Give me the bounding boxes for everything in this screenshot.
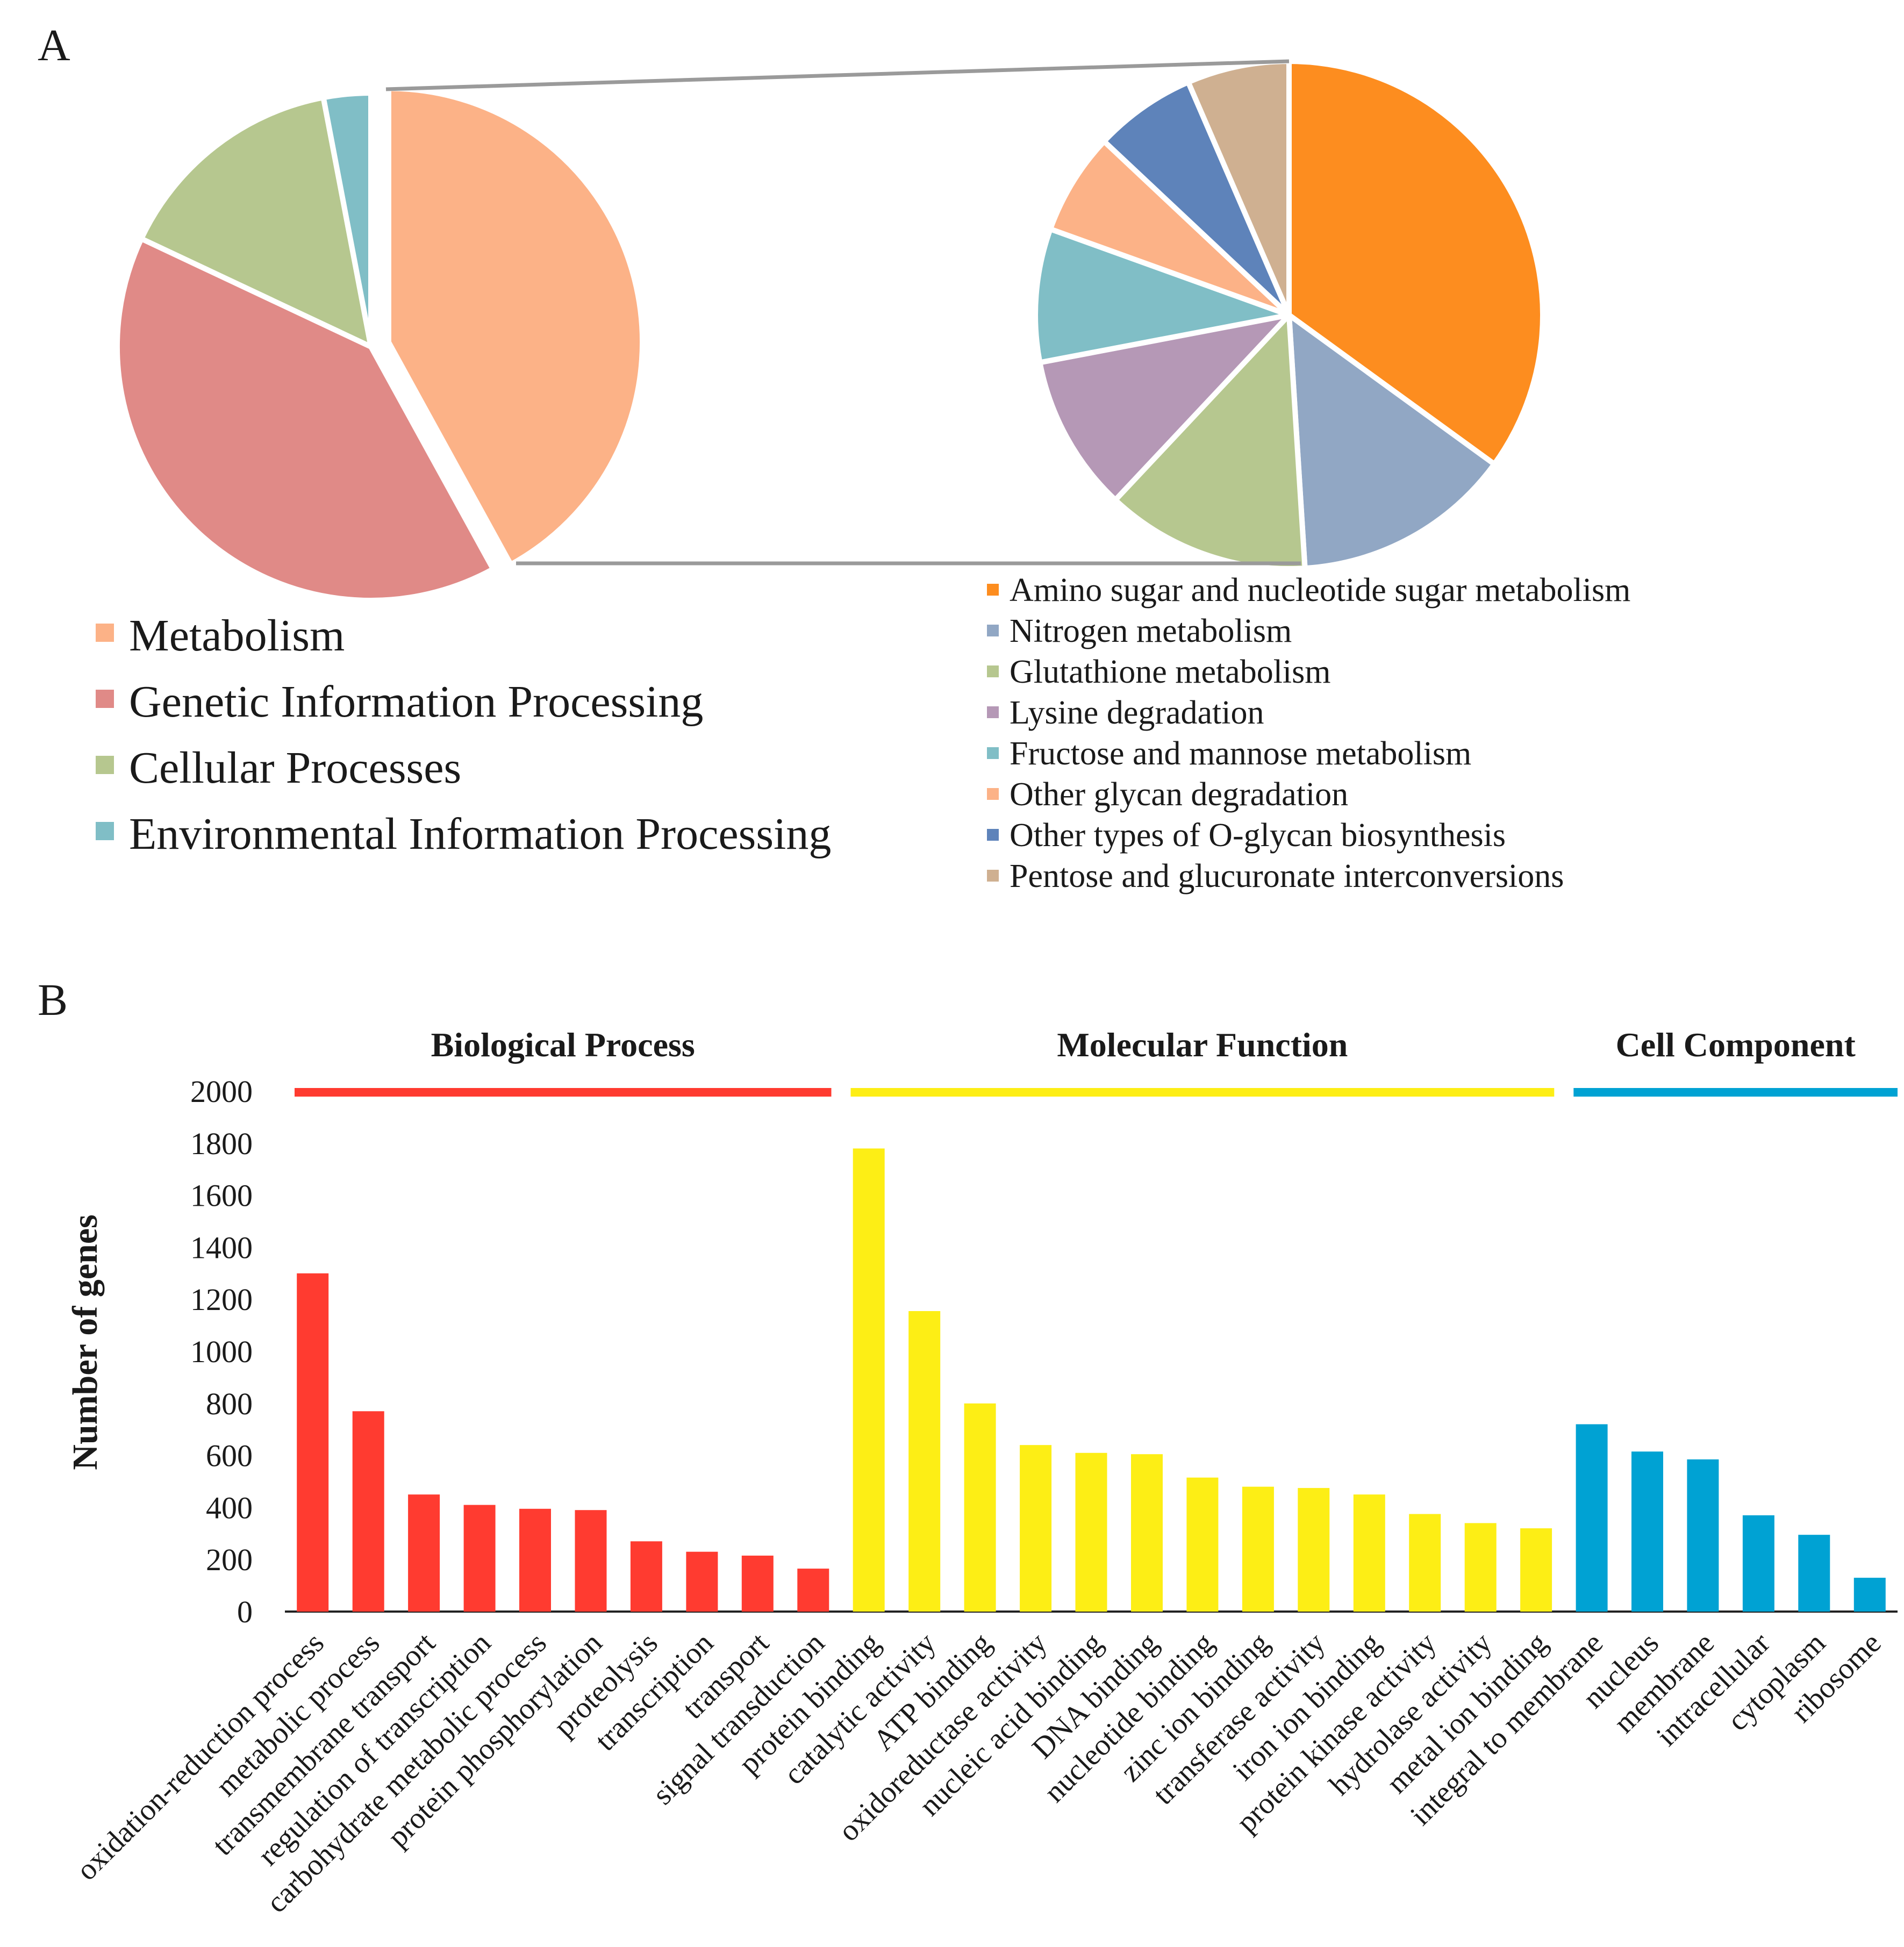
y-tick-label: 1200 [190,1282,253,1317]
bar-hydrolase-activity [1464,1523,1497,1612]
bar-transferase-activity [1298,1488,1330,1612]
legend-swatch-amino-sugar-and-nucleotide-sugar-metabolism [987,584,999,596]
pie-slice-fructose-and-mannose-metabolism [1033,226,1292,366]
legend-swatch-other-glycan-degradation [987,788,999,800]
legend-swatch-fructose-and-mannose-metabolism [987,747,999,759]
legend-swatch-cellular-processes [96,756,114,774]
y-tick-label: 1600 [190,1178,253,1213]
group-title-biological-process: Biological Process [431,1026,695,1064]
group-title-molecular-function: Molecular Function [1057,1026,1348,1064]
legend-label-metabolism: Metabolism [129,611,345,661]
pie-slice-amino-sugar-and-nucleotide-sugar-metabolism [1286,59,1545,467]
legend-label-pentose-and-glucuronate-interconversions: Pentose and glucuronate interconversions [1010,858,1564,894]
bar-metal-ion-binding [1520,1528,1552,1612]
panel-label-a: A [38,20,70,70]
legend-label-lysine-degradation: Lysine degradation [1010,695,1264,731]
pie-slice-other-glycan-degradation [1047,138,1292,318]
legend-swatch-glutathione-metabolism [987,665,999,677]
bar-intracellular [1742,1515,1774,1612]
panel-label-b: B [38,975,68,1025]
y-axis-title: Number of genes [66,1214,105,1470]
pie-slice-nitrogen-metabolism [1286,312,1497,571]
pie-chart-metabolism-pathways [1033,59,1545,571]
legend-swatch-environmental-information-processing [96,822,114,840]
bar-proteolysis [630,1541,662,1612]
legend-swatch-genetic-information-processing [96,690,114,708]
y-tick-label: 400 [206,1490,253,1525]
bar-signal-transduction [797,1569,829,1612]
legend-swatch-metabolism [96,624,114,642]
bar-nucleus [1631,1451,1663,1612]
bar-atp-binding [964,1403,996,1612]
y-tick-label: 2000 [190,1074,253,1109]
pie-slice-glutathione-metabolism [1112,312,1308,571]
pie-chart-kegg-categories [114,85,646,603]
y-tick-label: 1800 [190,1126,253,1161]
bar-transport [741,1555,774,1612]
bar-protein-binding [853,1148,885,1612]
legend-swatch-nitrogen-metabolism [987,625,999,636]
bar-regulation-of-transcription [463,1505,496,1612]
legend-label-fructose-and-mannose-metabolism: Fructose and mannose metabolism [1010,735,1471,772]
y-tick-label: 200 [206,1542,253,1577]
bar-catalytic-activity [908,1311,941,1612]
bar-oxidoreductase-activity [1020,1445,1052,1612]
legend-metabolism-pathways: Amino sugar and nucleotide sugar metabol… [987,572,1630,894]
bar-cytoplasm [1798,1535,1830,1612]
y-tick-label: 600 [206,1438,253,1473]
bar-protein-kinase-activity [1409,1514,1441,1612]
bar-chart-go-annotation: 0 200 400 600 800 1000 1200 1400 1600 1800 2000 Num… [66,1026,1898,1920]
bar-carbohydrate-metabolic-process [519,1508,551,1612]
bar-ribosome [1853,1578,1886,1612]
legend-label-cellular-processes: Cellular Processes [129,743,461,793]
bar-nucleic-acid-binding [1075,1452,1107,1612]
y-tick-label: 1000 [190,1334,253,1369]
group-title-cell-component: Cell Component [1616,1026,1856,1064]
pie-slice-genetic-information-processing [114,236,496,603]
bar-dna-binding [1131,1454,1163,1612]
bar-iron-ion-binding [1353,1494,1385,1612]
legend-swatch-lysine-degradation [987,706,999,718]
bar-transmembrane-transport [408,1494,440,1612]
zoom-connector-lines [385,59,1301,566]
bar-oxidation-reduction-process [297,1273,329,1612]
bar-metabolic-process [352,1411,384,1612]
legend-kegg-categories: Metabolism Genetic Information Processing… [96,611,831,859]
legend-label-other-glycan-degradation: Other glycan degradation [1010,776,1348,813]
y-tick-label: 0 [237,1594,253,1629]
bar-membrane [1687,1459,1719,1612]
bar-integral-to-membrane [1576,1424,1608,1612]
legend-label-glutathione-metabolism: Glutathione metabolism [1010,654,1331,690]
connector-line-top [385,59,1290,91]
y-tick-label: 800 [206,1386,253,1421]
legend-label-other-types-of-o-glycan-biosynthesis: Other types of O-glycan biosynthesis [1010,817,1506,854]
legend-label-genetic-information-processing: Genetic Information Processing [129,677,703,727]
legend-label-environmental-information-processing: Environmental Information Processing [129,809,831,859]
legend-label-amino-sugar-and-nucleotide-sugar-metabolism: Amino sugar and nucleotide sugar metabol… [1010,572,1630,609]
pie-slice-cellular-processes [138,95,374,349]
bar-zinc-ion-binding [1242,1486,1274,1612]
bar-protein-phosphorylation [575,1510,607,1612]
legend-swatch-other-types-of-o-glycan-biosynthesis [987,829,999,841]
pie-slice-environmental-information-processing [320,90,374,349]
legend-swatch-pentose-and-glucuronate-interconversions [987,870,999,882]
bar-transcription [686,1551,718,1612]
legend-label-nitrogen-metabolism: Nitrogen metabolism [1010,613,1292,649]
pie-slice-metabolism [385,85,646,568]
y-tick-label: 1400 [190,1230,253,1265]
pie-slice-other-types-of-o-glycan-biosynthesis [1101,79,1292,318]
bar-nucleotide-binding [1186,1477,1219,1612]
pie-slice-lysine-degradation [1037,312,1292,503]
